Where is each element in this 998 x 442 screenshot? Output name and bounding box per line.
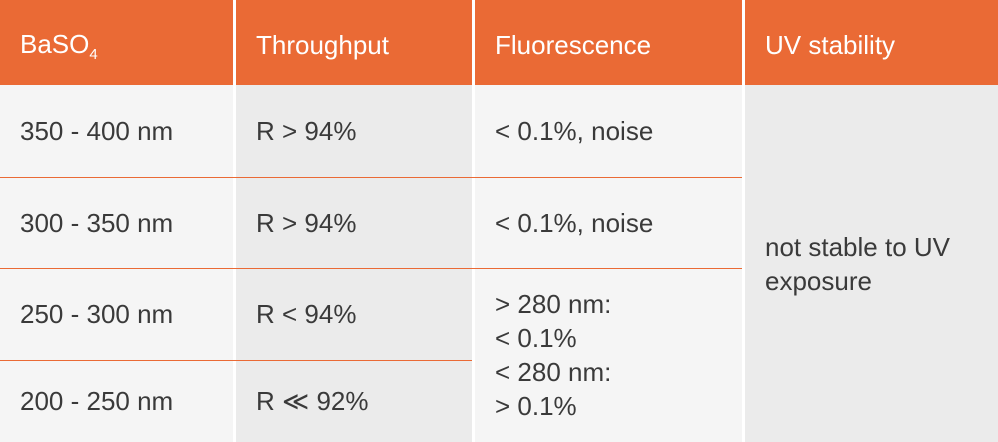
table-cell: 350 - 400 nm (0, 85, 233, 177)
row-rule (0, 268, 742, 269)
merged-cell: > 280 nm: < 0.1% < 280 nm: > 0.1% (475, 268, 742, 442)
table-cell: R > 94% (236, 85, 472, 177)
header-text: Fluorescence (495, 30, 652, 60)
cell-text: < 0.1%, noise (495, 207, 654, 238)
cell-text: R > 94% (256, 207, 357, 238)
table-cell: R ≪ 92% (236, 361, 472, 442)
table-cell: R > 94% (236, 178, 472, 268)
cell-line: < 280 nm: (495, 357, 612, 387)
header-cell: Fluorescence (475, 0, 742, 85)
cell-text: 250 - 300 nm (20, 299, 174, 329)
merged-cell: not stable to UV exposure (745, 85, 998, 442)
cell-text: 300 - 350 nm (20, 207, 174, 238)
cell-text: 200 - 250 nm (20, 386, 174, 416)
header-cell: BaSO4 (0, 0, 233, 85)
row-rule (0, 360, 472, 361)
cell-text: < 0.1%, noise (495, 115, 654, 146)
header-text: BaSO4 (20, 29, 233, 63)
table-cell: R < 94% (236, 269, 472, 360)
header-text: Throughput (256, 30, 389, 60)
table-cell: < 0.1%, noise (475, 178, 742, 268)
row-rule (0, 177, 742, 178)
header-text: BaSO (20, 28, 90, 59)
header-cell: Throughput (236, 0, 472, 85)
cell-text: 350 - 400 nm (20, 115, 174, 146)
cell-text: not stable to UV exposure (765, 231, 950, 296)
header-text: UV stability (765, 30, 896, 60)
table-cell: 250 - 300 nm (0, 269, 233, 360)
cell-line: > 0.1% (495, 391, 577, 421)
table-cell: < 0.1%, noise (475, 85, 742, 177)
cell-text: R < 94% (256, 299, 357, 329)
cell-text: R ≪ 92% (256, 386, 369, 416)
header-cell: UV stability (745, 0, 998, 85)
table-cell: 300 - 350 nm (0, 178, 233, 268)
cell-line: > 280 nm: (495, 289, 612, 319)
subscript: 4 (89, 45, 98, 63)
cell-line: < 0.1% (495, 323, 577, 353)
cell-text: R > 94% (256, 115, 357, 146)
table-cell: 200 - 250 nm (0, 361, 233, 442)
